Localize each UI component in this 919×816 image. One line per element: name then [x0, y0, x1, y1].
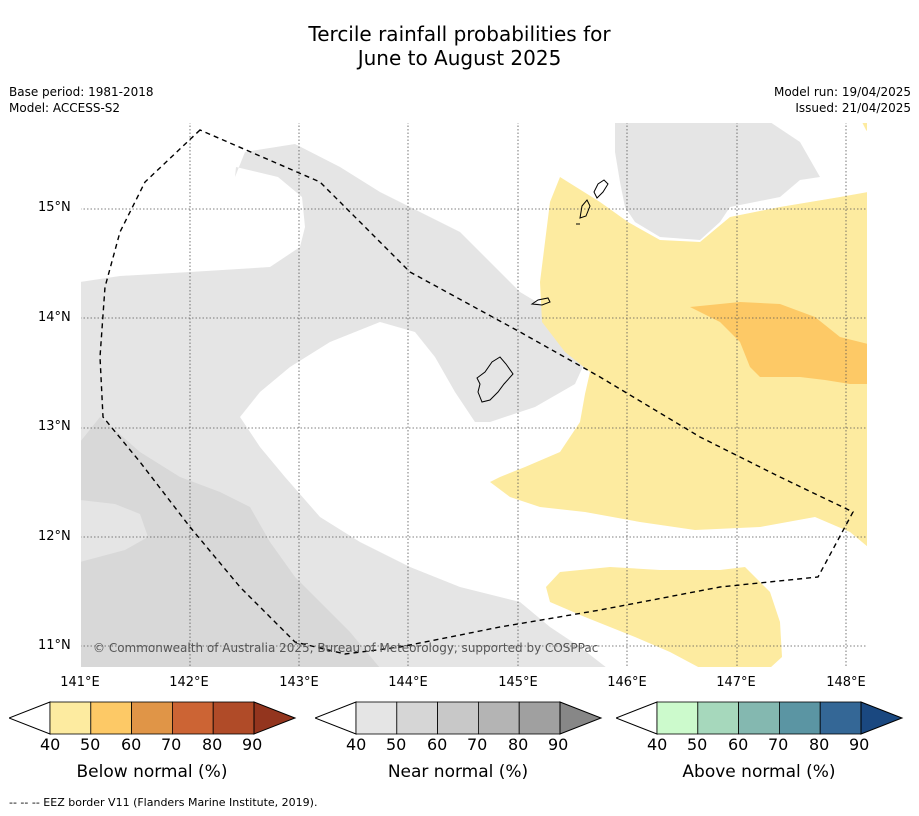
colorbar-segment — [212, 701, 255, 735]
near-tick: 50 — [386, 735, 407, 754]
island-outlines — [476, 179, 609, 403]
colorbar-segment — [697, 701, 740, 735]
colorbar-segment — [656, 701, 699, 735]
near-normal-region-50 — [80, 417, 380, 668]
colorbar-below-normal — [9, 701, 297, 735]
lat-label-11: 11°N — [38, 638, 71, 653]
above-extend-high — [860, 701, 904, 735]
grid-lines — [80, 122, 868, 668]
lat-label-13: 13°N — [38, 419, 71, 434]
colorbar-segment — [477, 701, 520, 735]
lat-label-12: 12°N — [38, 529, 71, 544]
colorbar-segment — [819, 701, 862, 735]
colorbar-segment — [131, 701, 173, 735]
near-tick: 90 — [548, 735, 569, 754]
near-tick: 60 — [427, 735, 448, 754]
lon-label-146: 146°E — [607, 675, 647, 690]
above-tick: 60 — [728, 735, 749, 754]
meta-left: Base period: 1981-2018 Model: ACCESS-S2 — [9, 84, 154, 116]
lon-label-143: 143°E — [279, 675, 319, 690]
model-name: Model: ACCESS-S2 — [9, 101, 121, 115]
above-tick: 80 — [809, 735, 830, 754]
lat-label-15: 15°N — [38, 200, 71, 215]
colorbar-segment — [90, 701, 133, 735]
lon-label-142: 142°E — [169, 675, 209, 690]
lon-label-141: 141°E — [60, 675, 100, 690]
meta-right: Model run: 19/04/2025 Issued: 21/04/2025 — [774, 84, 911, 116]
below-extend-high — [253, 701, 297, 735]
colorbar-segment — [171, 701, 214, 735]
near-extend-high — [559, 701, 603, 735]
near-normal-inner-patch — [80, 500, 148, 562]
near-tick: 40 — [346, 735, 367, 754]
near-extend-low — [315, 701, 357, 735]
below-normal-region-40 — [490, 177, 868, 547]
near-tick: 70 — [467, 735, 488, 754]
lon-label-148: 148°E — [826, 675, 866, 690]
below-tick: 70 — [161, 735, 182, 754]
lon-label-145: 145°E — [498, 675, 538, 690]
below-normal-region-50 — [690, 302, 868, 384]
below-tick: 60 — [121, 735, 142, 754]
title-line-1: Tercile rainfall probabilities for — [308, 22, 611, 46]
above-normal-title: Above normal (%) — [682, 762, 836, 782]
below-tick: 50 — [80, 735, 101, 754]
base-period: Base period: 1981-2018 — [9, 85, 154, 99]
model-run: Model run: 19/04/2025 — [773, 85, 911, 99]
colorbar-segment — [437, 701, 479, 735]
saipan-island — [593, 179, 609, 199]
colorbar-near-normal — [315, 701, 603, 735]
copyright-notice: © Commonwealth of Australia 2025, Bureau… — [93, 641, 599, 655]
lon-label-144: 144°E — [388, 675, 428, 690]
rota-island — [530, 297, 551, 306]
above-extend-low — [616, 701, 658, 735]
near-normal-region-northeast — [615, 122, 820, 240]
lon-label-147: 147°E — [716, 675, 756, 690]
colorbar-above-normal — [616, 701, 904, 735]
near-tick: 80 — [508, 735, 529, 754]
map-title: Tercile rainfall probabilities for June … — [0, 22, 919, 70]
above-tick: 70 — [768, 735, 789, 754]
below-tick: 80 — [202, 735, 223, 754]
tinian-island — [579, 199, 591, 219]
below-normal-patch-top — [862, 122, 868, 132]
colorbar-segment — [738, 701, 780, 735]
map-panel — [80, 122, 868, 668]
above-tick: 90 — [849, 735, 870, 754]
colorbar-segment — [396, 701, 439, 735]
guam-island — [476, 356, 514, 403]
colorbar-segment — [49, 701, 92, 735]
above-tick: 50 — [687, 735, 708, 754]
below-tick: 40 — [40, 735, 61, 754]
below-normal-title: Below normal (%) — [76, 762, 228, 782]
eez-border — [99, 129, 854, 655]
near-normal-title: Near normal (%) — [387, 762, 529, 782]
colorbar-segment — [355, 701, 398, 735]
above-tick: 40 — [647, 735, 668, 754]
colorbar-segment — [518, 701, 561, 735]
issued-date: Issued: 21/04/2025 — [795, 101, 911, 115]
colorbar-segment — [778, 701, 821, 735]
below-tick: 90 — [242, 735, 263, 754]
below-extend-low — [9, 701, 51, 735]
eez-footnote: -- -- -- EEZ border V11 (Flanders Marine… — [9, 796, 318, 809]
below-normal-region-south — [546, 567, 782, 668]
title-line-2: June to August 2025 — [357, 46, 562, 70]
lat-label-14: 14°N — [38, 310, 71, 325]
